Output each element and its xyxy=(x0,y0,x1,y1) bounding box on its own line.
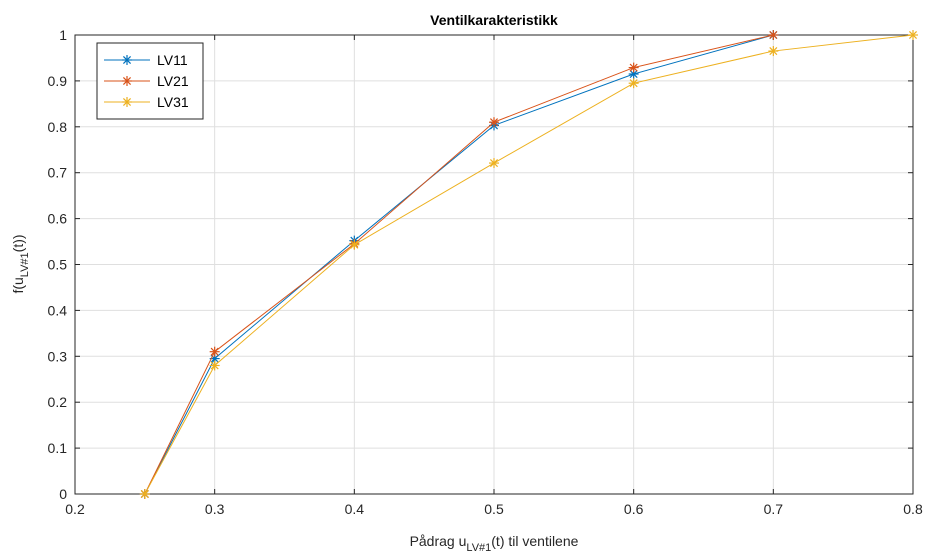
legend-label: LV21 xyxy=(157,73,189,89)
y-tick-label: 0.9 xyxy=(48,73,68,89)
data-point-lv31 xyxy=(210,360,220,370)
x-axis-label-suffix: (t) til ventilene xyxy=(491,533,578,549)
y-tick-label: 0.5 xyxy=(48,257,68,273)
data-point-lv21 xyxy=(210,347,220,357)
x-axis-label-main: Pådrag u xyxy=(410,533,467,549)
x-tick-label: 0.4 xyxy=(345,501,365,517)
x-tick-label: 0.3 xyxy=(205,501,225,517)
data-point-lv31 xyxy=(768,46,778,56)
data-point-lv21 xyxy=(629,63,639,73)
x-axis-label-subscript: LV#1 xyxy=(466,542,491,552)
y-tick-label: 1 xyxy=(59,27,67,43)
x-tick-label: 0.8 xyxy=(903,501,923,517)
legend-label: LV31 xyxy=(157,94,189,110)
y-tick-label: 0.4 xyxy=(48,302,68,318)
data-point-lv31 xyxy=(349,240,359,250)
legend: LV11 LV21 LV31 xyxy=(97,43,203,119)
data-point-lv31 xyxy=(140,489,150,499)
data-point-lv31 xyxy=(489,158,499,168)
data-point-lv31 xyxy=(908,30,918,40)
y-tick-label: 0.7 xyxy=(48,165,68,181)
x-tick-label: 0.2 xyxy=(65,501,85,517)
legend-label: LV11 xyxy=(157,52,188,68)
y-tick-label: 0.8 xyxy=(48,119,68,135)
y-tick-label: 0.2 xyxy=(48,394,68,410)
y-tick-label: 0.6 xyxy=(48,211,68,227)
y-axis-label-suffix: (t)) xyxy=(10,234,26,252)
x-tick-label: 0.5 xyxy=(484,501,504,517)
data-point-lv21 xyxy=(489,117,499,127)
legend-marker xyxy=(122,55,132,65)
x-tick-label: 0.6 xyxy=(624,501,644,517)
y-tick-label: 0.1 xyxy=(48,440,68,456)
data-point-lv21 xyxy=(768,30,778,40)
x-tick-label: 0.7 xyxy=(764,501,784,517)
y-tick-label: 0 xyxy=(59,486,67,502)
y-axis-label-subscript: LV#1 xyxy=(19,252,31,277)
legend-marker xyxy=(122,97,132,107)
chart-title: Ventilkarakteristikk xyxy=(430,12,558,28)
y-tick-label: 0.3 xyxy=(48,348,68,364)
legend-marker xyxy=(122,76,132,86)
data-point-lv31 xyxy=(629,78,639,88)
y-axis-label-main: f(u xyxy=(10,277,26,293)
